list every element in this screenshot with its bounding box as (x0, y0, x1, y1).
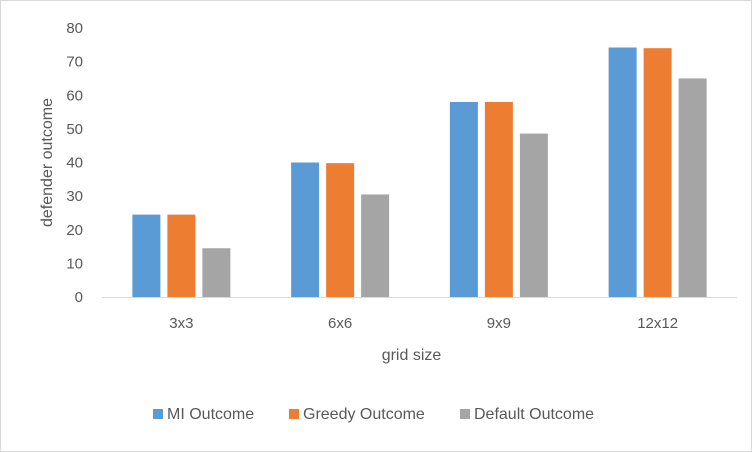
legend-swatch (289, 409, 299, 419)
legend: MI Outcome Greedy Outcome Default Outcome (153, 406, 594, 423)
x-tick-label: 9x9 (487, 315, 511, 332)
legend-swatch (460, 409, 470, 419)
legend-label: MI Outcome (167, 406, 254, 423)
y-tick-label: 60 (66, 87, 83, 104)
bar-3x3-2 (202, 248, 231, 297)
x-tick-label: 12x12 (637, 315, 678, 332)
y-tick-label: 80 (66, 20, 83, 37)
bar-12x12-0 (608, 47, 637, 297)
legend-label: Greedy Outcome (303, 406, 425, 423)
bar-6x6-0 (291, 162, 320, 297)
y-tick-label: 50 (66, 121, 83, 138)
y-tick-label: 20 (66, 222, 83, 239)
bar-6x6-1 (326, 163, 355, 297)
bar-9x9-2 (519, 133, 548, 297)
bar-9x9-1 (484, 101, 513, 297)
x-axis-ticks: 3x3 6x6 9x9 12x12 (169, 315, 678, 332)
bar-12x12-2 (678, 78, 707, 297)
bar-6x6-2 (361, 194, 390, 297)
x-axis-title: grid size (382, 347, 442, 364)
y-tick-label: 0 (75, 289, 83, 306)
y-tick-label: 10 (66, 255, 83, 272)
y-axis-title: defender outcome (39, 98, 56, 227)
bar-3x3-0 (132, 214, 161, 297)
x-tick-label: 6x6 (328, 315, 352, 332)
legend-swatch (153, 409, 163, 419)
bar-3x3-1 (167, 214, 196, 297)
bar-12x12-1 (643, 48, 672, 297)
y-axis-ticks: 0 10 20 30 40 50 60 70 80 (66, 20, 83, 306)
legend-label: Default Outcome (474, 406, 594, 423)
bars (132, 47, 707, 297)
y-tick-label: 30 (66, 188, 83, 205)
bar-9x9-0 (449, 101, 478, 297)
x-tick-label: 3x3 (169, 315, 193, 332)
y-tick-label: 70 (66, 54, 83, 71)
y-tick-label: 40 (66, 155, 83, 172)
